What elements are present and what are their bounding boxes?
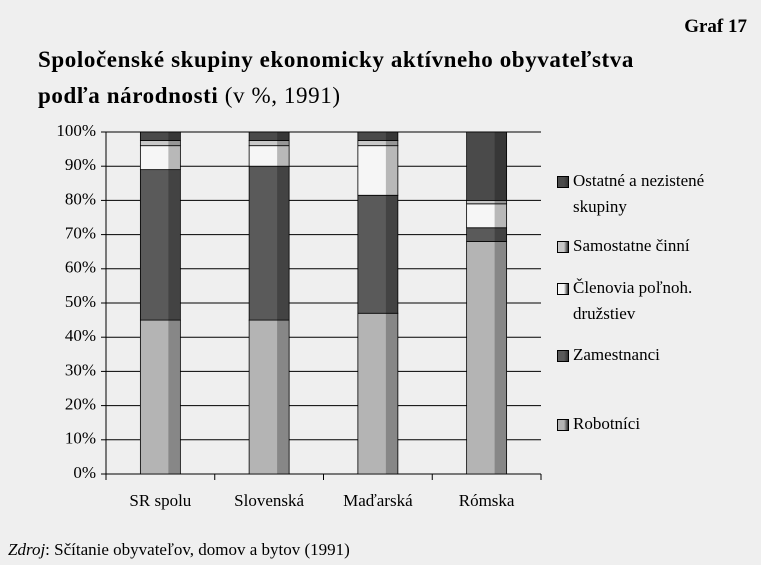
x-tick-label: SR spolu — [129, 491, 191, 510]
legend-label: Ostatné a nezistené skupiny — [573, 171, 705, 216]
bar-segment — [466, 131, 508, 201]
legend-label: Samostatne činní — [573, 236, 690, 255]
bar-shade — [385, 145, 398, 196]
bar-shade — [168, 140, 181, 146]
bar-segment — [248, 165, 290, 321]
legend-label: Členovia poľnoh. družstiev — [573, 278, 693, 323]
bar-shade — [277, 145, 290, 167]
bar-shade — [277, 132, 290, 141]
x-tick-label: Maďarská — [343, 491, 413, 510]
bar-segment — [139, 319, 181, 475]
bar-segment — [357, 312, 399, 475]
legend-swatch — [557, 241, 569, 253]
x-tick-label: Rómska — [459, 491, 515, 510]
y-tick-label: 60% — [65, 258, 96, 277]
y-tick-label: 50% — [65, 292, 96, 311]
source-text: : Sčítanie obyvateľov, domov a bytov (19… — [45, 540, 350, 559]
bar-shade — [168, 145, 181, 170]
bar-shade — [385, 195, 398, 314]
y-tick-label: 0% — [73, 463, 96, 482]
x-tick-label: Slovenská — [234, 491, 304, 510]
bar-shade — [494, 132, 507, 201]
y-tick-label: 90% — [65, 155, 96, 174]
bar-shade — [277, 166, 290, 321]
bar-segment — [248, 131, 290, 141]
bar-shade — [494, 203, 507, 228]
y-tick-label: 100% — [56, 121, 96, 140]
bar-shade — [494, 227, 507, 242]
bar-segment — [139, 131, 181, 141]
bar-shade — [385, 313, 398, 474]
bar-segment — [357, 194, 399, 314]
bar-shade — [168, 132, 181, 141]
legend-item: Zamestnanci — [557, 342, 757, 368]
legend-swatch — [557, 283, 569, 295]
legend-item: Samostatne činní — [557, 233, 757, 259]
legend-label: Zamestnanci — [573, 345, 660, 364]
bar-shade — [168, 169, 181, 321]
bar-shade — [168, 320, 181, 474]
y-tick-label: 70% — [65, 224, 96, 243]
bar-shade — [385, 132, 398, 141]
y-tick-label: 80% — [65, 189, 96, 208]
graph-label: Graf 17 — [684, 16, 747, 37]
bar-segment — [357, 131, 399, 141]
legend-item: Robotníci — [557, 411, 757, 437]
bar-segment — [466, 241, 508, 475]
source: Zdroj: Sčítanie obyvateľov, domov a byto… — [8, 540, 350, 560]
legend-label: Robotníci — [573, 414, 641, 433]
legend-item: Ostatné a nezistené skupiny — [557, 168, 757, 220]
y-tick-label: 20% — [65, 395, 96, 414]
bar-shade — [277, 140, 290, 146]
legend-swatch — [557, 176, 569, 188]
legend-item: Členovia poľnoh. družstiev — [557, 275, 757, 327]
bar-shade — [494, 241, 507, 474]
legend-swatch — [557, 419, 569, 431]
bar-shade — [385, 140, 398, 146]
legend-swatch — [557, 350, 569, 362]
chart-title: Spoločenské skupiny ekonomicky aktívneho… — [38, 47, 634, 108]
title-block: Spoločenské skupiny ekonomicky aktívneho… — [38, 42, 658, 114]
y-tick-label: 40% — [65, 326, 96, 345]
bar-shade — [277, 320, 290, 474]
bar-segment — [248, 319, 290, 475]
y-tick-label: 10% — [65, 429, 96, 448]
bar-shade — [494, 200, 507, 204]
chart-subtitle: (v %, 1991) — [224, 83, 341, 108]
y-tick-label: 30% — [65, 360, 96, 379]
bar-segment — [139, 169, 181, 321]
source-label: Zdroj — [8, 540, 46, 559]
